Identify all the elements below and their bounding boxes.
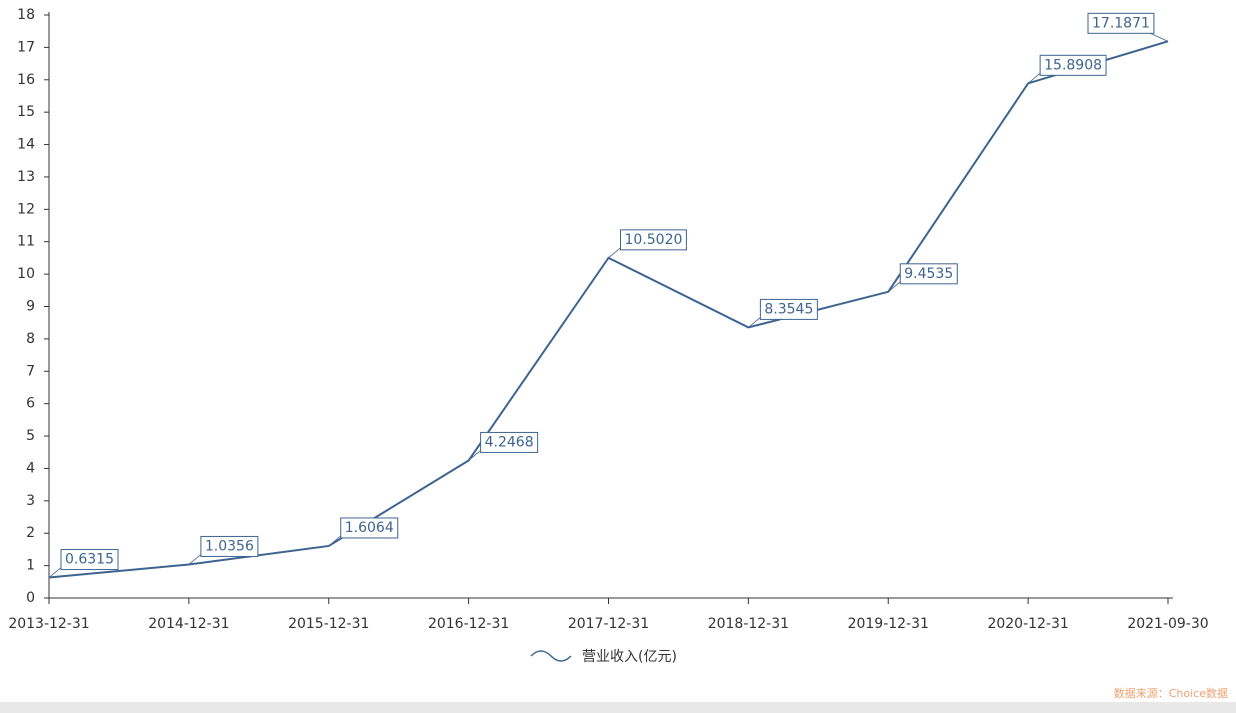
x-tick-label: 2017-12-31 [568, 616, 649, 632]
data-label: 1.6064 [345, 520, 394, 536]
x-tick-label: 2021-09-30 [1127, 616, 1208, 632]
label-leader [328, 535, 342, 547]
label-leader [608, 247, 621, 259]
y-tick-label: 18 [17, 7, 35, 23]
y-tick-label: 12 [17, 201, 35, 217]
label-box [620, 229, 687, 251]
data-label: 17.1871 [1092, 15, 1150, 31]
y-tick-label: 2 [26, 525, 35, 541]
x-tick-label: 2014-12-31 [148, 616, 229, 632]
bottom-strip [0, 702, 1236, 713]
data-label: 1.0356 [205, 538, 254, 554]
y-tick-label: 0 [26, 590, 35, 606]
x-tick-label: 2013-12-31 [8, 616, 89, 632]
label-box [759, 298, 818, 320]
label-box [899, 263, 958, 285]
y-tick-label: 17 [17, 39, 35, 55]
y-tick-label: 1 [26, 558, 35, 574]
x-tick-label: 2018-12-31 [708, 616, 789, 632]
source-note: 数据来源：Choice数据 [1114, 686, 1228, 700]
data-label: 8.3545 [764, 301, 813, 317]
y-tick-label: 15 [17, 104, 35, 120]
label-leader [748, 317, 761, 328]
data-label: 0.6315 [65, 552, 114, 568]
data-label: 4.2468 [485, 434, 534, 450]
data-line [48, 40, 1169, 579]
data-label: 10.5020 [625, 232, 683, 248]
label-box [200, 535, 259, 557]
label-leader [188, 554, 202, 565]
label-box [340, 517, 399, 539]
y-tick-label: 7 [26, 363, 35, 379]
label-box [60, 549, 119, 571]
y-tick-label: 8 [26, 331, 35, 347]
legend-label: 营业收入(亿元) [582, 649, 677, 665]
y-tick-label: 11 [17, 234, 35, 250]
data-label: 15.8908 [1044, 57, 1102, 73]
x-tick-label: 2016-12-31 [428, 616, 509, 632]
label-box [480, 431, 539, 453]
label-box [1039, 54, 1107, 76]
label-leader [1027, 73, 1041, 84]
y-tick-label: 9 [26, 299, 35, 315]
x-tick-label: 2019-12-31 [848, 616, 929, 632]
y-tick-label: 5 [26, 428, 35, 444]
data-label: 9.4535 [904, 266, 953, 282]
y-tick-label: 16 [17, 72, 35, 88]
label-leader [887, 281, 901, 293]
y-tick-label: 3 [26, 493, 35, 509]
x-tick-label: 2015-12-31 [288, 616, 369, 632]
label-leader [468, 450, 481, 461]
x-tick-label: 2020-12-31 [987, 616, 1068, 632]
y-tick-label: 14 [17, 137, 35, 153]
y-tick-label: 6 [26, 396, 35, 412]
y-tick-label: 10 [17, 266, 35, 282]
legend-icon [530, 650, 572, 662]
y-tick-label: 4 [26, 460, 35, 476]
label-box [1087, 12, 1155, 34]
y-tick-label: 13 [17, 169, 35, 185]
label-leader [48, 567, 62, 578]
